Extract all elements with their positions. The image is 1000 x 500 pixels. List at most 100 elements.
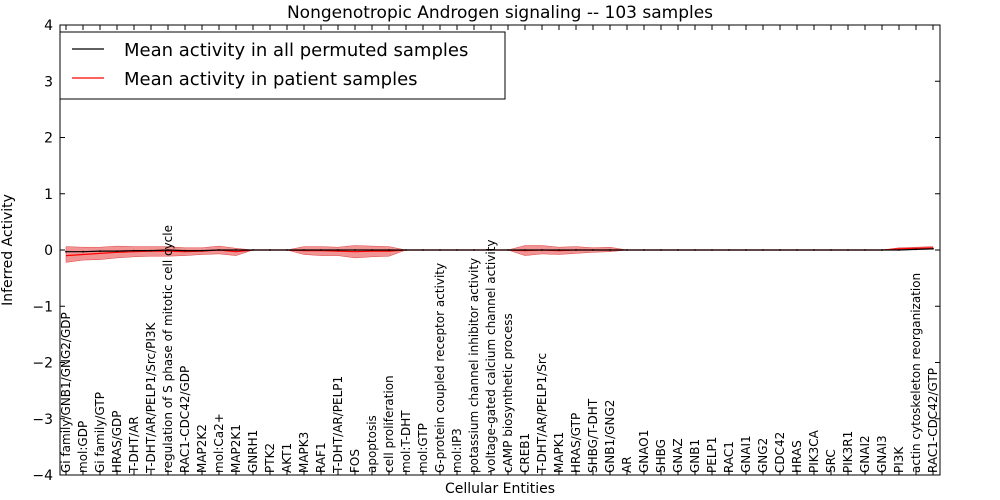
x-tick-label: T-DHT/AR/PELP1/Src	[535, 353, 549, 474]
permuted-mean-point	[354, 249, 356, 251]
permuted-mean-point	[864, 249, 866, 251]
x-axis: Gi family/GNB1/GNG2/GDP mol:GDP Gi family/…	[59, 25, 940, 475]
permuted-mean-point	[643, 249, 645, 251]
permuted-mean-point	[320, 249, 322, 251]
x-tick-label: voltage-gated calcium channel activity	[484, 239, 498, 473]
x-tick-label: cell proliferation	[382, 375, 396, 473]
x-tick-label: PIK3R1	[841, 431, 855, 473]
legend-label-permuted: Mean activity in all permuted samples	[124, 40, 468, 61]
permuted-mean-point	[405, 249, 407, 251]
x-tick-label: GNAO1	[637, 430, 651, 473]
permuted-mean-point	[592, 249, 594, 251]
x-tick-label: PELP1	[705, 437, 719, 473]
x-tick-label: PIK3CA	[807, 429, 821, 473]
x-tick-label: GNAI2	[858, 435, 872, 473]
x-tick-label: SRC	[824, 449, 838, 473]
x-tick-label: RAF1	[314, 442, 328, 473]
permuted-mean-point	[762, 249, 764, 251]
x-tick-label: GNB1	[688, 439, 702, 473]
x-tick-label: T-DHT/AR/PELP1/Src/PI3K	[144, 321, 158, 474]
permuted-mean-point	[575, 249, 577, 251]
x-tick-label: mol:Ca2+	[212, 413, 226, 473]
x-tick-label: AKT1	[280, 443, 294, 473]
chart-title: Nongenotropic Androgen signaling -- 103 …	[287, 3, 713, 23]
permuted-mean-point	[490, 249, 492, 251]
y-tick-label: 2	[44, 131, 53, 147]
x-tick-label: cAMP biosynthetic process	[501, 313, 515, 473]
x-tick-label: mol:T-DHT	[399, 410, 413, 473]
x-tick-label: RAC1-CDC42/GDP	[178, 366, 192, 473]
y-axis-label: Inferred Activity	[0, 194, 16, 306]
x-axis-label: Cellular Entities	[445, 481, 555, 497]
permuted-mean-point	[779, 249, 781, 251]
x-tick-label: HRAS	[790, 440, 804, 473]
x-tick-label: PI3K	[892, 446, 906, 473]
x-tick-label: GNB1/GNG2	[603, 400, 617, 473]
y-tick-label: 0	[44, 243, 53, 259]
confidence-band-layer	[65, 245, 934, 263]
permuted-mean-line	[66, 248, 934, 253]
permuted-mean-point	[541, 249, 543, 251]
y-axis: −4 −3 −2 −1 0 1 2 3 4	[32, 18, 940, 484]
permuted-mean-point	[728, 249, 730, 251]
permuted-mean-point	[116, 250, 118, 253]
x-tick-label: HRAS/GTP	[569, 413, 583, 473]
x-tick-label: potassium channel inhibitor activity	[467, 258, 481, 473]
permuted-mean-point	[337, 249, 339, 251]
series-layer	[65, 247, 934, 257]
x-tick-label: GNAZ	[671, 438, 685, 473]
y-tick-label: −4	[32, 468, 53, 484]
permuted-mean-point	[65, 250, 67, 253]
permuted-mean-point	[473, 249, 475, 251]
x-tick-label: AR	[620, 456, 634, 473]
permuted-mean-point	[609, 249, 611, 251]
permuted-mean-point	[524, 249, 526, 251]
x-tick-label: G-protein coupled receptor activity	[433, 263, 447, 473]
x-tick-label: GNRH1	[246, 430, 260, 473]
permuted-mean-point	[235, 249, 237, 251]
permuted-mean-point	[167, 249, 169, 251]
permuted-mean-point	[286, 249, 288, 251]
permuted-mean-point	[711, 249, 713, 251]
x-tick-label: CDC42	[773, 432, 787, 473]
legend: Mean activity in all permuted samples Me…	[59, 31, 506, 100]
permuted-mean-point	[626, 249, 628, 251]
legend-label-patient: Mean activity in patient samples	[124, 69, 418, 90]
x-tick-label: CREB1	[518, 433, 532, 473]
x-tick-label: GNAI1	[739, 435, 753, 473]
patient-confidence-band	[65, 245, 934, 263]
permuted-mean-point	[660, 249, 662, 251]
permuted-mean-point	[830, 249, 832, 251]
permuted-mean-point	[422, 249, 424, 251]
permuted-mean-point	[932, 248, 934, 250]
permuted-mean-point	[796, 249, 798, 251]
permuted-mean-point	[507, 249, 509, 251]
permuted-mean-point	[677, 249, 679, 251]
permuted-mean-point	[201, 249, 203, 252]
x-tick-label: GNG2	[756, 438, 770, 473]
legend-box	[59, 31, 506, 100]
permuted-mean-point	[82, 250, 84, 253]
permuted-mean-point	[184, 249, 186, 252]
permuted-mean-point	[694, 249, 696, 251]
y-tick-label: −1	[32, 299, 53, 315]
permuted-mean-point	[847, 249, 849, 251]
permuted-mean-point	[303, 249, 305, 251]
x-tick-label: FOS	[348, 449, 362, 473]
permuted-mean-point	[269, 249, 271, 251]
x-tick-label: SHBG/T-DHT	[586, 398, 600, 473]
x-tick-label: MAPK1	[552, 432, 566, 473]
x-tick-label: regulation of S phase of mitotic cell cy…	[161, 225, 175, 473]
y-tick-label: 4	[44, 18, 53, 34]
x-tick-label: MAP2K2	[195, 424, 209, 473]
x-tick-label: RAC1	[722, 441, 736, 473]
permuted-mean-point	[813, 249, 815, 251]
x-tick-label: HRAS/GDP	[110, 410, 124, 473]
permuted-mean-point	[218, 249, 220, 251]
x-tick-label: mol:GDP	[76, 421, 90, 473]
permuted-mean-point	[898, 249, 900, 251]
permuted-mean-point	[133, 249, 135, 252]
x-tick-label: mol:GTP	[416, 423, 430, 473]
permuted-mean-point	[252, 249, 254, 251]
x-tick-label: mol:IP3	[450, 428, 464, 473]
